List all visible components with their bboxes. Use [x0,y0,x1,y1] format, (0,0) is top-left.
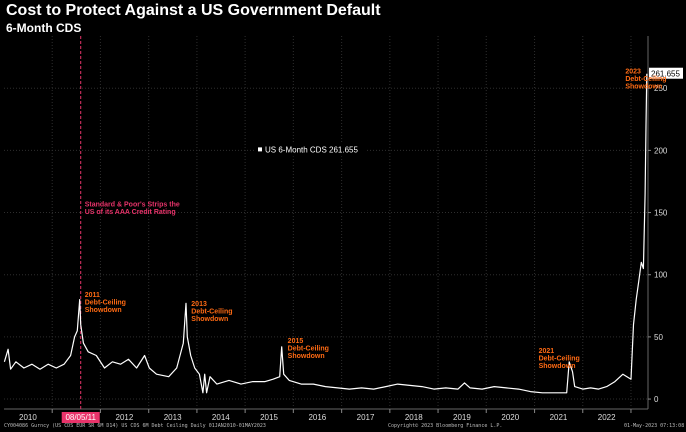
x-tick-label: 2010 [19,413,37,422]
annotation-4-line: Showdown [539,363,576,370]
last-value-box [649,67,683,79]
x-tick-label: 2019 [453,413,471,422]
annotation-3-line: Debt-Ceiling [288,346,329,353]
legend-label: US 6-Month CDS 261.655 [265,145,358,154]
x-tick-label: 2020 [501,413,519,422]
event-date-label: 08/05/11 [65,413,96,422]
legend-swatch [258,147,262,152]
annotation-0-line: Standard & Poor's Strips the [85,201,180,208]
annotation-2-line: 2013 [191,301,207,308]
chart-title: Cost to Protect Against a US Government … [6,2,381,19]
annotation-5-line: Showdown [625,83,662,90]
last-value-label: 261.655 [651,70,680,79]
cds-series-line [3,73,648,394]
y-tick-label: 250 [654,84,668,93]
y-tick-label: 200 [654,146,668,155]
annotation-1-line: Showdown [85,307,122,314]
annotation-1-line: 2011 [85,292,100,299]
annotation-1-line: Debt-Ceiling [85,300,126,307]
footer-timestamp: 01-May-2023 07:13:08 [624,423,685,429]
legend-box [255,142,367,157]
x-tick-label: 2021 [550,413,568,422]
annotation-4-line: 2021 [539,348,555,355]
x-tick-label: 2012 [116,413,134,422]
y-tick-label: 150 [654,209,668,218]
annotation-2-line: Debt-Ceiling [191,308,232,315]
annotation-2-line: Showdown [191,316,228,323]
annotation-3-line: 2015 [288,338,304,345]
y-tick-label: 50 [654,333,663,342]
event-date-box [61,412,100,423]
x-tick-label: 2014 [212,413,230,422]
annotation-5-line: 2023 [625,68,641,75]
y-tick-label: 100 [654,271,668,280]
chart-subtitle: 6-Month CDS [6,21,82,35]
footer-source: CY004086 Gurncy (US CDS EUR SR 6M D14) U… [4,423,266,429]
x-tick-label: 2022 [598,413,616,422]
annotation-4-line: Debt-Ceiling [539,356,580,363]
y-tick-label: 0 [654,395,659,404]
annotation-0-line: US of its AAA Credit Rating [85,209,176,216]
footer-copyright: Copyright© 2023 Bloomberg Finance L.P. [388,423,503,429]
x-tick-label: 2018 [405,413,423,422]
x-tick-label: 2013 [164,413,182,422]
annotation-3-line: Showdown [288,353,325,360]
x-tick-label: 2016 [308,413,326,422]
x-tick-label: 2017 [357,413,375,422]
x-tick-label: 2015 [260,413,278,422]
annotation-5-line: Debt-Ceiling [625,76,666,83]
